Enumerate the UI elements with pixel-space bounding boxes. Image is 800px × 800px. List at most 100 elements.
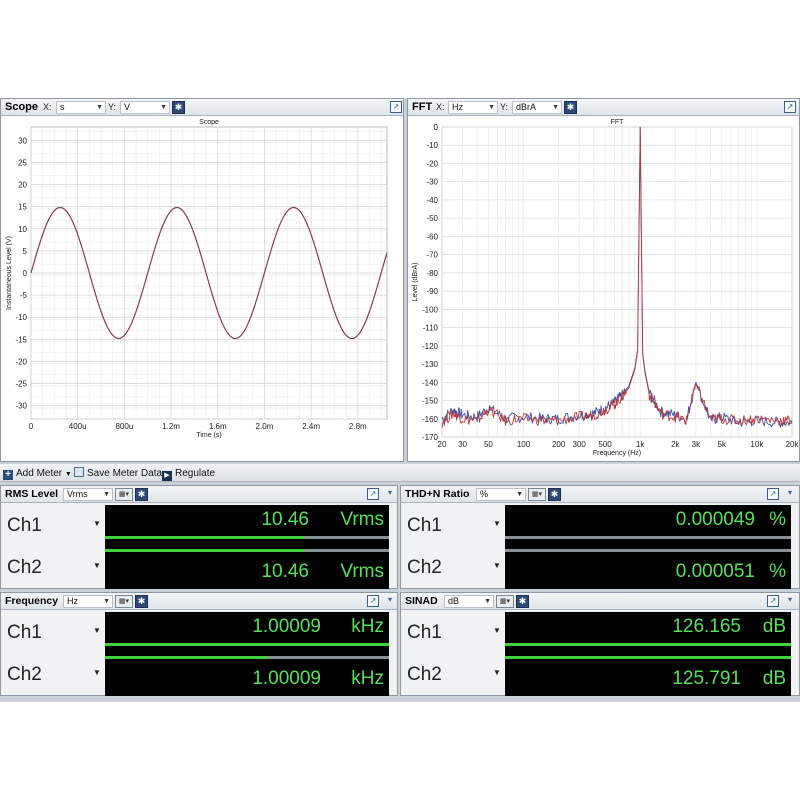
sinad-unit-select[interactable]: dB ▼ <box>444 595 494 608</box>
scope-x-axis-label: Time (s) <box>196 432 221 439</box>
calculator-icon[interactable]: ▦▾ <box>115 595 133 608</box>
fft-plot-area <box>441 126 793 438</box>
scope-chart: Scope 30 25 20 15 10 5 0 -5 -10 -15 -20 -25 -30 0 400u 8… <box>6 119 388 439</box>
pop-out-icon[interactable]: ↗ <box>390 101 402 113</box>
scope-y-unit-select[interactable]: V ▼ <box>120 101 170 114</box>
fft-y-unit-value: dBrA <box>516 102 537 112</box>
fft-title: FFT <box>412 101 433 113</box>
save-meter-data-label: Save Meter Data <box>87 468 163 479</box>
rms-ch2-row: Ch2 ▼ 10.46 Vrms <box>1 547 397 589</box>
thdn-unit-value: % <box>480 489 489 499</box>
fft-y-tick-label: -130 <box>422 360 439 369</box>
scope-title: Scope <box>5 101 39 113</box>
thdn-unit-select[interactable]: % ▼ <box>476 488 526 501</box>
fft-y-tick-label: -120 <box>422 342 439 351</box>
pop-out-icon[interactable]: ↗ <box>767 595 779 607</box>
fft-x-tick-label: 500 <box>598 440 612 449</box>
sinad-ch2-row: Ch2 ▼ 125.791 dB <box>401 654 799 696</box>
chevron-down-icon[interactable]: ▼ <box>93 519 101 528</box>
rms-ch2-display: 10.46 Vrms <box>105 547 389 589</box>
scope-x-tick-label: 2.4m <box>302 422 320 431</box>
freq-ch1-unit: kHz <box>351 616 384 637</box>
freq-ch2-bar <box>105 656 389 659</box>
sinad-ch2-value: 125.791 <box>672 668 741 689</box>
pop-out-icon[interactable]: ↗ <box>367 488 379 500</box>
plus-icon: + <box>3 470 13 480</box>
scope-y-tick-label: -10 <box>15 313 27 322</box>
chevron-down-icon: ▼ <box>64 471 72 478</box>
thdn-ratio-meter: THD+N Ratio % ▼ ▦▾ ✱ ↗ ▾ Ch1 ▼ 0.000049 %… <box>400 485 800 589</box>
save-meter-data-button[interactable]: Save Meter Data <box>74 467 162 480</box>
freq-ch2-row: Ch2 ▼ 1.00009 kHz <box>1 654 397 696</box>
freq-ch1-bar <box>105 643 389 646</box>
pop-out-icon[interactable]: ↗ <box>784 101 796 113</box>
chevron-down-icon[interactable]: ▾ <box>787 595 792 604</box>
rms-unit-value: Vrms <box>67 489 88 499</box>
gear-icon[interactable]: ✱ <box>135 595 148 608</box>
chevron-down-icon[interactable]: ▾ <box>387 488 392 497</box>
fft-x-unit-value: Hz <box>452 102 463 112</box>
regulate-label: Regulate <box>175 468 216 479</box>
freq-ch1-bar-fill <box>105 643 389 646</box>
fft-series-line <box>441 126 793 428</box>
freq-unit-select[interactable]: Hz ▼ <box>63 595 113 608</box>
fft-x-label: X: <box>436 102 445 112</box>
sinad-ch2-display: 125.791 dB <box>505 654 791 696</box>
save-icon <box>74 467 84 477</box>
sinad-ch2-label: Ch2 <box>407 664 442 685</box>
sinad-ch2-bar-fill <box>505 656 791 659</box>
fft-y-label: Y: <box>500 102 509 112</box>
fft-x-tick-label: 3k <box>692 440 701 449</box>
scope-y-tick-label: -5 <box>20 291 28 300</box>
thdn-ch1-unit: % <box>769 509 786 530</box>
sinad-ch1-bar-fill <box>505 643 791 646</box>
add-meter-button[interactable]: + Add Meter ▼ <box>3 467 72 480</box>
fft-series-line <box>441 126 793 428</box>
calculator-icon[interactable]: ▦▾ <box>528 488 546 501</box>
chevron-down-icon[interactable]: ▾ <box>387 595 392 604</box>
fft-y-unit-select[interactable]: dBrA ▼ <box>512 101 562 114</box>
scope-y-axis-label: Instantaneous Level (V) <box>6 236 13 310</box>
freq-ch1-display: 1.00009 kHz <box>105 612 389 654</box>
scope-x-unit-select[interactable]: s ▼ <box>56 101 106 114</box>
chevron-down-icon: ▼ <box>103 491 110 498</box>
chevron-down-icon[interactable]: ▼ <box>93 626 101 635</box>
pop-out-icon[interactable]: ↗ <box>767 488 779 500</box>
freq-ch1-row: Ch1 ▼ 1.00009 kHz <box>1 612 397 654</box>
chevron-down-icon[interactable]: ▼ <box>493 626 501 635</box>
gear-icon[interactable]: ✱ <box>172 101 185 114</box>
gear-icon[interactable]: ✱ <box>516 595 529 608</box>
fft-y-tick-label: -140 <box>422 378 439 387</box>
scope-y-tick-label: 15 <box>18 203 27 212</box>
freq-ch1-value: 1.00009 <box>252 616 321 637</box>
chevron-down-icon[interactable]: ▾ <box>787 488 792 497</box>
gear-icon[interactable]: ✱ <box>564 101 577 114</box>
rms-ch1-label: Ch1 <box>7 515 42 536</box>
rms-unit-select[interactable]: Vrms ▼ <box>63 488 113 501</box>
rms-ch2-bar-fill <box>105 549 304 552</box>
add-meter-label: Add Meter <box>16 468 63 479</box>
thdn-ch1-row: Ch1 ▼ 0.000049 % <box>401 505 799 547</box>
chevron-down-icon[interactable]: ▼ <box>493 519 501 528</box>
pop-out-icon[interactable]: ↗ <box>367 595 379 607</box>
regulate-button[interactable]: ▶ Regulate <box>162 467 216 481</box>
thdn-ch2-unit: % <box>769 561 786 582</box>
calculator-icon[interactable]: ▦▾ <box>115 488 133 501</box>
freq-unit-value: Hz <box>67 596 78 606</box>
chevron-down-icon[interactable]: ▼ <box>493 668 501 677</box>
fft-x-unit-select[interactable]: Hz ▼ <box>448 101 498 114</box>
rms-ch1-bar-fill <box>105 536 304 539</box>
sinad-ch1-value: 126.165 <box>672 616 741 637</box>
fft-y-tick-label: -20 <box>426 159 438 168</box>
chevron-down-icon[interactable]: ▼ <box>93 668 101 677</box>
thdn-ch2-row: Ch2 ▼ 0.000051 % <box>401 547 799 589</box>
gear-icon[interactable]: ✱ <box>135 488 148 501</box>
fft-y-tick-label: -90 <box>426 287 438 296</box>
chevron-down-icon: ▼ <box>96 104 103 111</box>
thdn-ch1-bar <box>505 536 791 539</box>
gear-icon[interactable]: ✱ <box>548 488 561 501</box>
chevron-down-icon[interactable]: ▼ <box>493 561 501 570</box>
scope-y-tick-label: 20 <box>18 181 27 190</box>
chevron-down-icon[interactable]: ▼ <box>93 561 101 570</box>
calculator-icon[interactable]: ▦▾ <box>496 595 514 608</box>
